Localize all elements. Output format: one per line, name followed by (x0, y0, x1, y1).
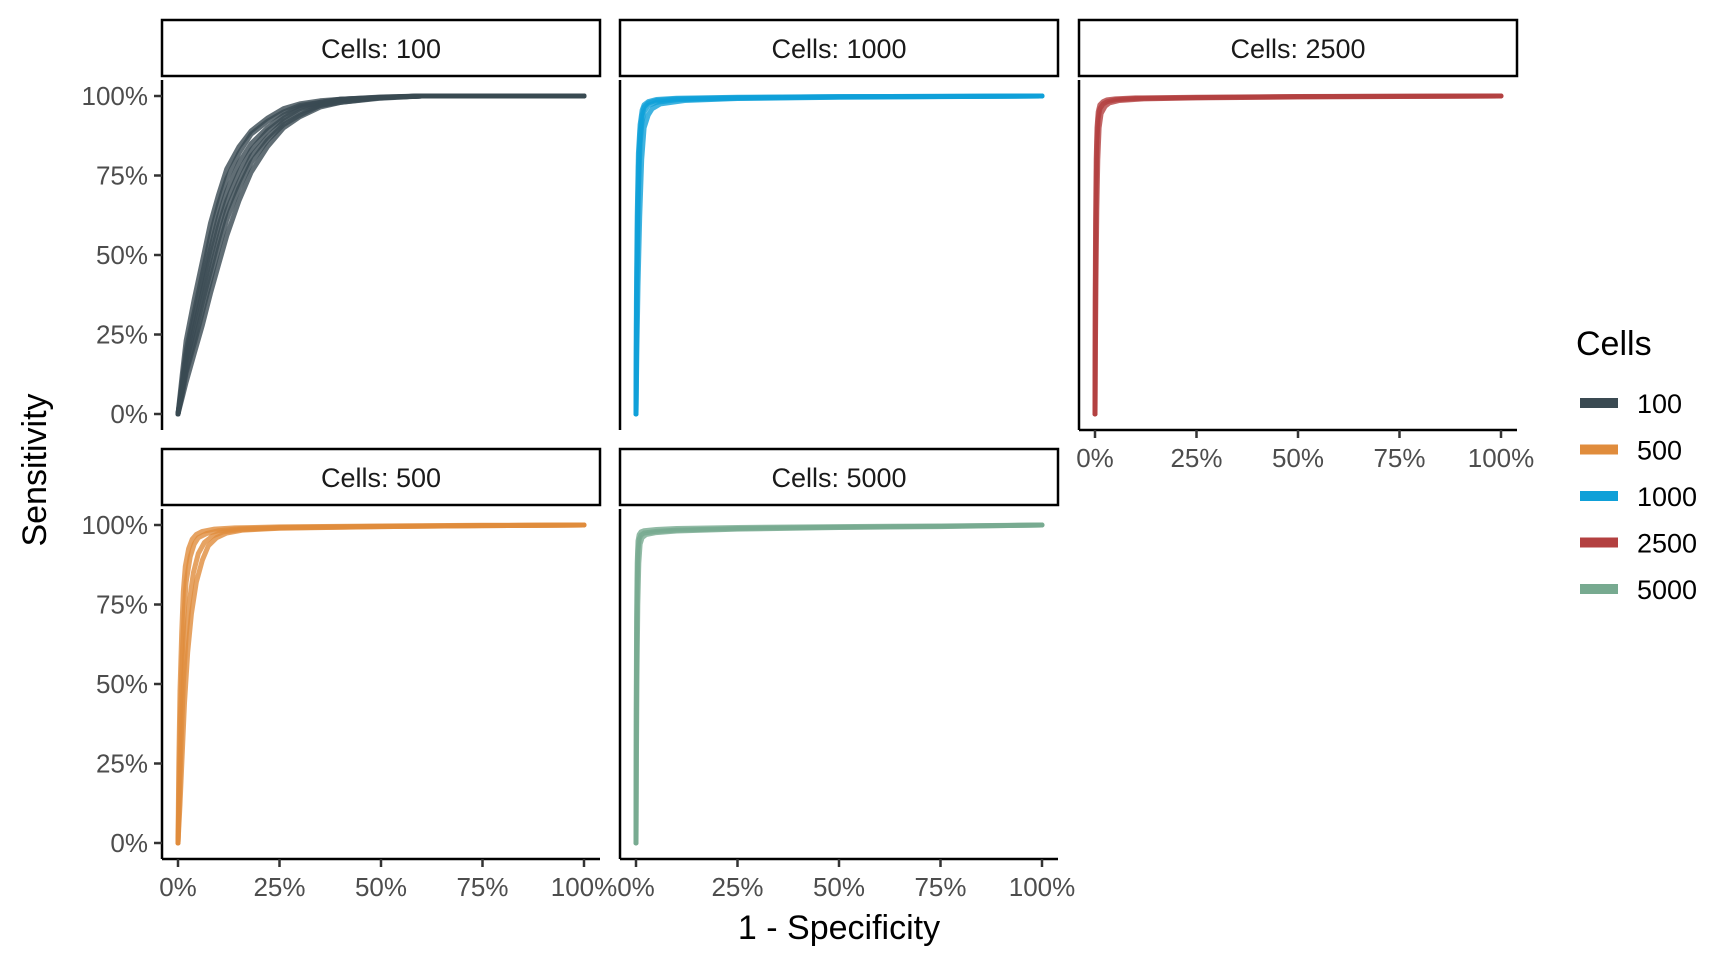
panel-strip (160, 18, 602, 78)
y-tick-label: 100% (82, 510, 149, 540)
x-axis-title: 1 - Specificity (738, 909, 940, 947)
y-tick-label: 75% (96, 590, 148, 620)
series-line-3 (633, 522, 1045, 846)
series-line-3 (633, 93, 1045, 417)
panel-strip-label: Cells: 100 (321, 34, 441, 64)
x-tick-label: 50% (813, 872, 865, 902)
panel-4: Cells: 500 0% 25% 50% 75% 100% 0% 25% 50% 75% 100% (82, 447, 618, 902)
legend-label: 2500 (1637, 529, 1697, 559)
x-tick-label: 75% (456, 872, 508, 902)
panel-2: Cells: 1000 (618, 18, 1060, 430)
series-line-2 (633, 93, 1045, 417)
x-tick-label: 50% (355, 872, 407, 902)
x-tick-label: 100% (1009, 872, 1076, 902)
series-line-1 (1092, 93, 1504, 417)
series-line-3 (175, 522, 587, 846)
series-line-2 (1092, 93, 1504, 417)
x-tick-label: 75% (1373, 443, 1425, 473)
legend-key (1580, 537, 1618, 548)
panel-strip (618, 18, 1060, 78)
y-tick-label: 50% (96, 240, 148, 270)
series-line-2 (175, 522, 587, 846)
y-axis-title: Sensitivity (16, 393, 54, 546)
x-tick-label: 25% (253, 872, 305, 902)
x-tick-label: 0% (617, 872, 655, 902)
legend-key (1580, 398, 1618, 408)
legend: Cells 100 500 1000 2500 5000 (1576, 325, 1697, 605)
legend-key (1580, 444, 1618, 455)
legend-key (1580, 491, 1618, 501)
x-tick-label: 100% (1468, 443, 1535, 473)
x-tick-label: 0% (1076, 443, 1114, 473)
series-line-3 (1092, 93, 1504, 417)
series-line-4 (633, 93, 1045, 417)
series-line-4 (175, 93, 587, 417)
y-tick-label: 50% (96, 669, 148, 699)
panel-strip-label: Cells: 2500 (1230, 34, 1365, 64)
series-line-2 (633, 522, 1045, 846)
panel-5: Cells: 5000 0% 25% 50% 75% 100% (617, 447, 1076, 902)
y-tick-label: 75% (96, 161, 148, 191)
series-line-1 (175, 522, 587, 846)
panel-1: Cells: 100 0% 25% 50% 75% 100% (82, 18, 602, 430)
panels-layer: Cells: 100 0% 25% 50% 75% 100% Cells: 1000 Cell… (82, 18, 1535, 902)
panel-strip (618, 447, 1060, 507)
series-line-7 (175, 93, 587, 417)
panel-strip-label: Cells: 5000 (771, 463, 906, 493)
y-tick-label: 0% (110, 399, 148, 429)
y-tick-label: 100% (82, 81, 149, 111)
legend-label: 5000 (1637, 575, 1697, 605)
legend-label: 100 (1637, 389, 1682, 419)
y-tick-label: 25% (96, 320, 148, 350)
x-tick-label: 50% (1272, 443, 1324, 473)
x-tick-label: 75% (914, 872, 966, 902)
panel-strip (1077, 18, 1519, 78)
panel-strip-label: Cells: 500 (321, 463, 441, 493)
legend-title: Cells (1576, 325, 1652, 363)
y-tick-label: 0% (110, 828, 148, 858)
x-tick-label: 100% (551, 872, 618, 902)
series-line-1 (633, 522, 1045, 846)
x-tick-label: 25% (711, 872, 763, 902)
legend-label: 500 (1637, 436, 1682, 466)
x-tick-label: 25% (1170, 443, 1222, 473)
y-tick-label: 25% (96, 749, 148, 779)
legend-label: 1000 (1637, 482, 1697, 512)
panel-strip-label: Cells: 1000 (771, 34, 906, 64)
x-tick-label: 0% (159, 872, 197, 902)
legend-key (1580, 584, 1618, 594)
panel-strip (160, 447, 602, 507)
series-line-4 (175, 522, 587, 846)
series-line-1 (633, 93, 1045, 417)
panel-3: Cells: 2500 0% 25% 50% 75% 100% (1076, 18, 1535, 473)
